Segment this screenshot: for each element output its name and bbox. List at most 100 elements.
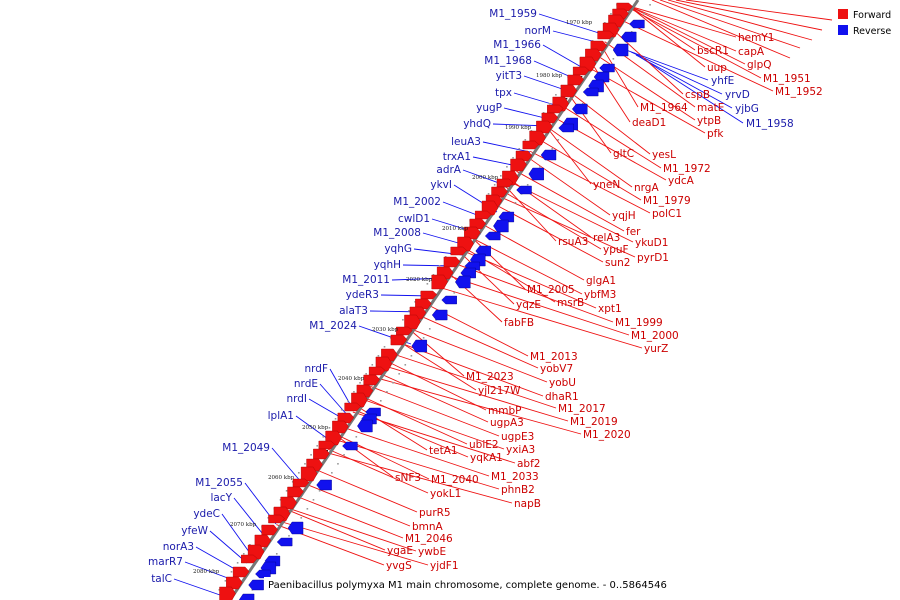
forward-gene-glyph xyxy=(318,440,336,450)
tick-mark xyxy=(316,445,318,447)
gene-label-mmbp: mmbP xyxy=(488,405,521,417)
reverse-gene-glyph xyxy=(484,231,501,241)
gene-label-m1-2055: M1_2055 xyxy=(195,477,243,489)
forward-gene-glyph xyxy=(567,74,584,86)
forward-connector-purr5 xyxy=(313,468,418,513)
legend-forward-label: Forward xyxy=(853,10,891,21)
kbp-label: 1980 kbp xyxy=(536,73,563,79)
forward-connector-m1-1972 xyxy=(561,104,662,169)
gene-label-m1-2046: M1_2046 xyxy=(405,533,453,545)
tick-mark xyxy=(514,202,517,204)
tick-mark xyxy=(512,157,514,159)
gene-label-yxia3: yxiA3 xyxy=(506,444,535,456)
tick-mark xyxy=(275,553,278,555)
forward-gene-glyph xyxy=(510,158,527,172)
gene-label-m1-2017: M1_2017 xyxy=(558,403,606,415)
tick-mark xyxy=(298,472,300,474)
tick-mark xyxy=(402,319,404,321)
tick-mark xyxy=(422,337,425,339)
gene-glyphs xyxy=(219,2,645,600)
reverse-connector-m1-1959 xyxy=(538,13,603,35)
map-caption: Paenibacillus polymyxa M1 main chromosom… xyxy=(268,580,667,591)
gene-label-mate: matE xyxy=(697,102,724,114)
tick-mark xyxy=(500,175,502,177)
reverse-gene-glyph xyxy=(599,63,615,73)
forward-gene-glyph xyxy=(368,366,386,376)
gene-label-trxa1: trxA1 xyxy=(443,151,471,163)
tick-mark xyxy=(518,148,520,150)
tick-mark xyxy=(359,382,361,384)
forward-gene-glyph xyxy=(292,478,310,488)
gene-label-norm: norM xyxy=(525,25,551,37)
forward-connector-m1-2046 xyxy=(295,495,404,539)
tick-mark xyxy=(318,490,321,492)
kbp-label: 1990 kbp xyxy=(505,125,532,131)
forward-connector-glpq xyxy=(628,5,746,65)
gene-label-cspb: cspB xyxy=(685,89,710,101)
tick-mark xyxy=(389,337,392,339)
forward-connector-offscreen-4 xyxy=(685,0,833,21)
gene-label-yhdq: yhdQ xyxy=(463,118,491,130)
tick-mark xyxy=(218,589,221,591)
gene-label-m1-2023: M1_2023 xyxy=(466,371,514,383)
forward-connector-nrga xyxy=(546,126,633,188)
gene-label-xpt1: xpt1 xyxy=(598,303,622,315)
gene-label-yjl217w: yjl217W xyxy=(478,385,521,397)
gene-label-m1-1999: M1_1999 xyxy=(615,317,663,329)
tick-mark xyxy=(343,454,345,456)
tick-mark xyxy=(526,184,529,186)
reverse-gene-glyph xyxy=(255,569,271,579)
forward-connector-rsua3 xyxy=(505,186,557,242)
tick-mark xyxy=(410,355,413,357)
gene-label-fabfb: fabFB xyxy=(504,317,534,329)
tick-mark xyxy=(371,364,374,366)
tick-mark xyxy=(291,481,294,483)
chromosome-axis xyxy=(228,0,640,600)
tick-mark xyxy=(524,139,527,141)
forward-gene-glyph xyxy=(547,104,564,114)
tick-mark xyxy=(386,391,388,393)
forward-gene-glyph xyxy=(597,30,614,40)
gene-label-yugp: yugP xyxy=(476,102,502,114)
forward-gene-glyph xyxy=(363,374,380,386)
forward-connector-bmna xyxy=(304,483,411,527)
forward-gene-glyph xyxy=(522,140,540,150)
caption-background xyxy=(264,577,634,592)
gene-label-m1-2024: M1_2024 xyxy=(309,320,357,332)
reverse-connector-talc xyxy=(173,578,221,596)
gene-label-pfk: pfk xyxy=(707,128,724,140)
gene-label-yfew: yfeW xyxy=(181,525,208,537)
gene-label-dead1: deaD1 xyxy=(632,117,666,129)
forward-connector-m1-1951 xyxy=(627,6,762,79)
reverse-gene-glyph xyxy=(357,419,373,433)
forward-connector-offscreen-0 xyxy=(651,0,791,59)
forward-connector-uup xyxy=(628,5,706,68)
reverse-connector-yrvd xyxy=(630,51,723,95)
gene-label-m1-1972: M1_1972 xyxy=(663,163,711,175)
gene-label-yqhh: yqhH xyxy=(374,259,401,271)
gene-label-talc: talC xyxy=(151,573,172,585)
tick-mark xyxy=(328,427,331,429)
gene-label-uup: uup xyxy=(707,62,727,74)
forward-connector-ugpa3 xyxy=(379,372,489,423)
tick-mark xyxy=(408,310,410,312)
tick-mark xyxy=(551,148,553,150)
gene-label-m1-2049: M1_2049 xyxy=(222,442,270,454)
reverse-gene-glyph xyxy=(493,219,509,233)
reverse-gene-glyph xyxy=(316,479,332,491)
forward-gene-glyph xyxy=(572,66,590,76)
tick-mark xyxy=(643,13,645,15)
forward-connector-m1-2017 xyxy=(392,353,557,409)
gene-label-rela3: relA3 xyxy=(593,232,620,244)
gene-label-nrdf: nrdF xyxy=(305,363,329,375)
tick-mark xyxy=(555,94,557,96)
tick-mark xyxy=(649,4,651,6)
gene-label-cwld1: cwlD1 xyxy=(398,213,430,225)
tick-mark xyxy=(487,193,490,195)
gene-label-m1-1964: M1_1964 xyxy=(640,102,688,114)
gene-label-polc1: polC1 xyxy=(652,208,682,220)
gene-label-ynen: yneN xyxy=(593,179,620,191)
tick-mark xyxy=(404,364,407,366)
reverse-connector-nora3 xyxy=(195,546,241,573)
